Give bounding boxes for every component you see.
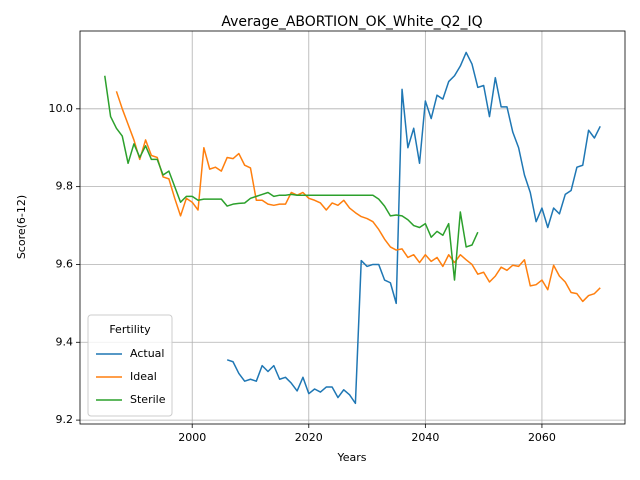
x-tick-label: 2020 bbox=[295, 431, 323, 444]
y-tick-label: 9.6 bbox=[56, 257, 74, 270]
plot-frame bbox=[79, 30, 626, 425]
y-tick-label: 9.4 bbox=[56, 335, 74, 348]
legend-label: Sterile bbox=[130, 393, 166, 406]
legend: Fertility Actual Ideal Sterile bbox=[87, 314, 173, 417]
series-line bbox=[226, 51, 601, 405]
legend-title: Fertility bbox=[109, 323, 151, 336]
y-tick-label: 9.8 bbox=[56, 180, 74, 193]
legend-label: Ideal bbox=[130, 370, 157, 383]
series-line bbox=[104, 75, 479, 281]
series-line bbox=[115, 91, 601, 303]
x-axis-label: Years bbox=[336, 451, 366, 464]
y-axis-label: Score(6-12) bbox=[15, 195, 28, 259]
y-tick-label: 10.0 bbox=[49, 102, 74, 115]
chart-title: Average_ABORTION_OK_White_Q2_IQ bbox=[221, 14, 482, 30]
x-tick-label: 2000 bbox=[178, 431, 206, 444]
legend-label: Actual bbox=[130, 347, 164, 360]
legend-box bbox=[87, 314, 173, 417]
x-tick-label: 2040 bbox=[411, 431, 439, 444]
x-tick-label: 2060 bbox=[528, 431, 556, 444]
y-tick-label: 9.2 bbox=[56, 413, 74, 426]
